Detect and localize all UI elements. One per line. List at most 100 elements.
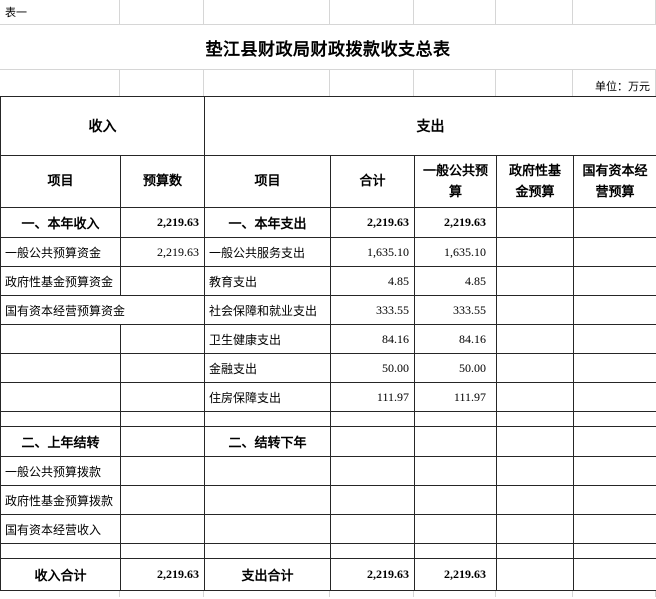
income-value-cell [120,456,205,486]
col-header-income-item: 项目 [0,155,121,208]
expense-capital-cell [572,237,656,267]
title-row: 垫江县财政局财政拨款收支总表 [0,25,656,70]
page-title: 垫江县财政局财政拨款收支总表 [205,39,451,59]
expense-general-cell [414,485,497,515]
col-header-expense-item: 项目 [204,155,331,208]
table-row: 收入合计 2,219.63 支出合计 2,219.63 2,219.63 [0,558,656,591]
expense-fund-cell [496,324,574,354]
table-row: 国有资本经营收入 [0,514,656,544]
income-value-cell [120,266,205,296]
income-item-cell: 一般公共预算资金 [0,237,121,267]
expense-fund-cell [496,485,574,515]
income-value-cell [120,426,205,457]
income-value-cell [120,353,205,383]
expense-fund-cell [496,514,574,544]
col-header-income-budget: 预算数 [120,155,205,208]
income-value-cell: 2,219.63 [120,237,205,267]
table-row: 一般公共预算拨款 [0,456,656,486]
expense-total-cell [330,426,415,457]
income-item-cell [0,353,121,383]
table-row: 政府性基金预算资金 教育支出 4.85 4.85 [0,266,656,296]
income-item-cell: 一、本年收入 [0,207,121,238]
expense-item-cell: 住房保障支出 [204,382,331,412]
grid-cell [496,70,573,96]
expense-general-cell [414,426,497,457]
empty-cell [204,543,331,559]
income-value-cell [120,485,205,515]
expense-item-cell: 一般公共服务支出 [204,237,331,267]
expense-capital-cell [572,426,656,457]
expense-total-cell [330,485,415,515]
expense-general-cell: 2,219.63 [414,558,497,591]
income-group-header: 收入 [0,96,205,156]
table-body: 一、本年收入 2,219.63 一、本年支出 2,219.63 2,219.63 一般公共… [0,207,656,591]
grid-cell [330,591,414,597]
expense-general-cell: 111.97 [414,382,497,412]
expense-item-cell [204,456,331,486]
expense-fund-cell [496,456,574,486]
expense-item-cell: 金融支出 [204,353,331,383]
expense-fund-cell [496,266,574,296]
unit-note: 单位：万元 [595,81,650,93]
income-item-cell: 一般公共预算拨款 [0,456,121,486]
table-row: 一、本年收入 2,219.63 一、本年支出 2,219.63 2,219.63 [0,207,656,238]
income-item-cell: 国有资本经营预算资金 [0,295,205,325]
expense-item-cell: 一、本年支出 [204,207,331,238]
expense-general-cell: 333.55 [414,295,497,325]
grid-cell [204,70,330,96]
income-item-cell: 政府性基金预算拨款 [0,485,121,515]
grid-cell [414,70,496,96]
empty-cell [120,543,205,559]
table-row: 二、上年结转 二、结转下年 [0,426,656,457]
expense-fund-cell [496,353,574,383]
expense-fund-cell [496,382,574,412]
expense-capital-cell [572,485,656,515]
empty-cell [496,543,574,559]
table-row [0,543,656,559]
col-header-fund-budget: 政府性基金预算 [496,155,574,208]
income-item-cell: 收入合计 [0,558,121,591]
expense-capital-cell [572,558,656,591]
expense-fund-cell [496,558,574,591]
income-value-cell [120,514,205,544]
grid-cell [0,591,120,597]
bottom-gridline-strip [0,591,656,597]
grid-cell: 表一 [0,0,120,24]
empty-cell [330,543,415,559]
expense-capital-cell [572,266,656,296]
expense-item-cell: 卫生健康支出 [204,324,331,354]
col-header-expense-total: 合计 [330,155,415,208]
income-item-cell [0,382,121,412]
table-row: 政府性基金预算拨款 [0,485,656,515]
grid-cell [330,0,414,24]
table-row: 金融支出 50.00 50.00 [0,353,656,383]
table-row [0,411,656,427]
income-item-cell: 政府性基金预算资金 [0,266,121,296]
grid-cell [204,591,330,597]
empty-cell [414,411,497,427]
expense-capital-cell [572,382,656,412]
expense-fund-cell [496,207,574,238]
grid-cell [120,591,204,597]
grid-cell [496,0,573,24]
expense-total-cell: 2,219.63 [330,207,415,238]
grid-cell [120,70,204,96]
expense-fund-cell [496,295,574,325]
grid-cell [120,0,204,24]
expense-capital-cell [572,514,656,544]
grid-cell [204,0,330,24]
grid-cell [414,591,496,597]
expense-group-header: 支出 [203,96,656,156]
grid-cell [330,70,414,96]
expense-general-cell [414,514,497,544]
unit-row: 单位：万元 [0,70,656,96]
table-row: 国有资本经营预算资金 社会保障和就业支出 333.55 333.55 [0,295,656,325]
income-value-cell: 2,219.63 [120,558,205,591]
expense-total-cell: 50.00 [330,353,415,383]
income-item-cell: 国有资本经营收入 [0,514,121,544]
table-tag: 表一 [5,7,27,19]
empty-cell [572,543,656,559]
column-header-row: 项目 预算数 项目 合计 一般公共预算 政府性基金预算 国有资本经营预算 [0,155,656,208]
expense-item-cell [204,485,331,515]
